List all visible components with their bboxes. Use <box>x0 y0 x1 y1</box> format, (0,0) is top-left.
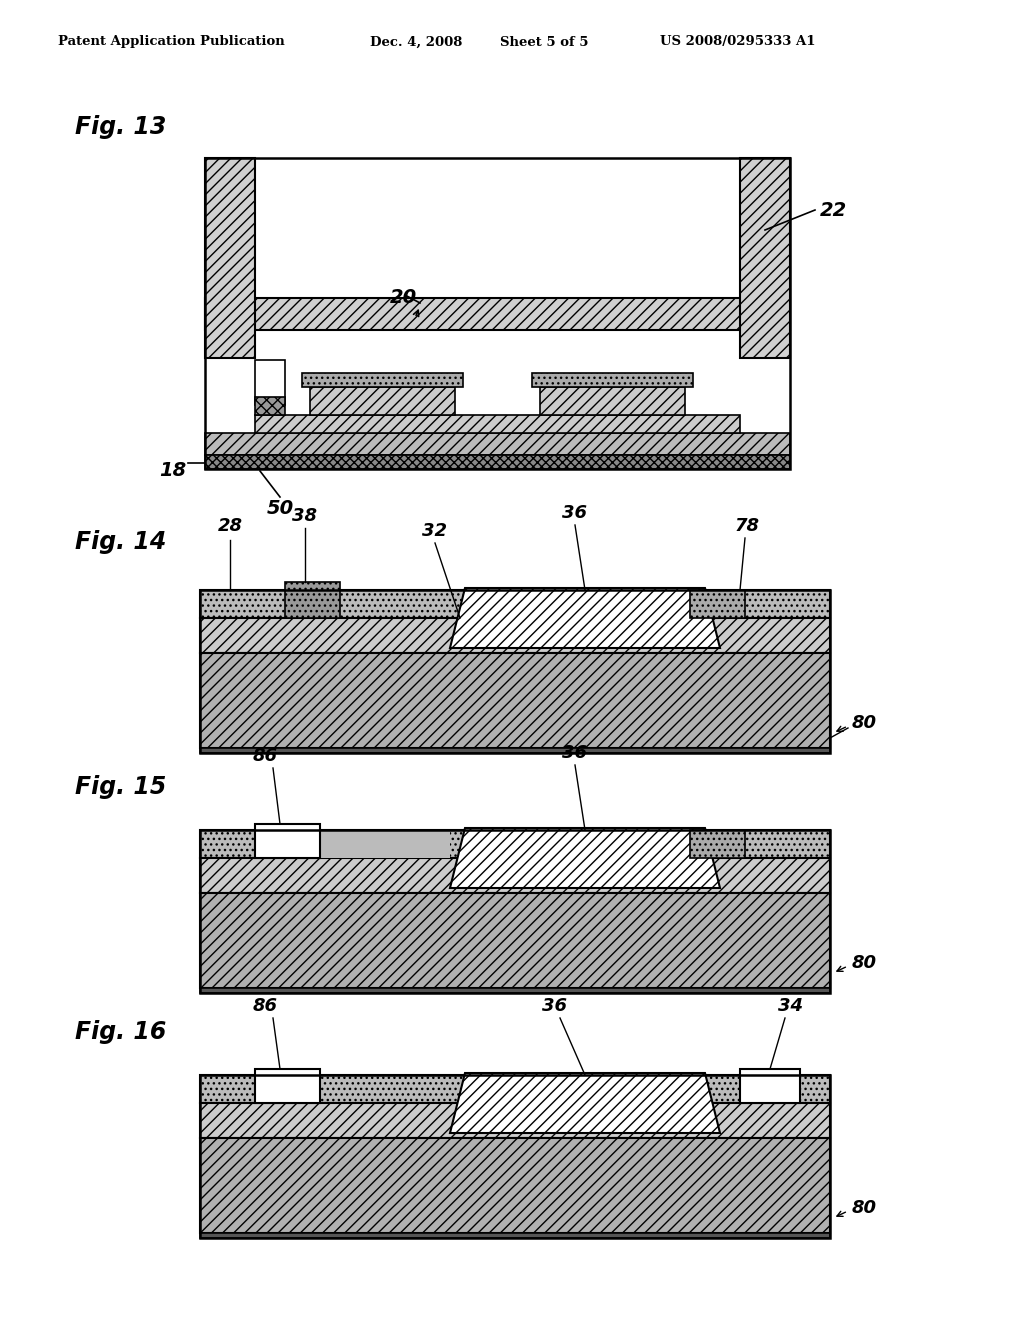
Bar <box>255 330 740 414</box>
Text: 86: 86 <box>253 747 278 766</box>
Bar <box>200 1104 830 1138</box>
Text: 36: 36 <box>562 744 588 762</box>
Bar <box>740 1069 800 1104</box>
Text: 80: 80 <box>852 714 877 733</box>
Bar <box>200 1233 830 1238</box>
Bar <box>205 158 255 358</box>
Text: 18: 18 <box>159 461 186 480</box>
Bar <box>200 618 830 653</box>
Bar <box>200 653 830 748</box>
Bar <box>532 374 693 387</box>
Text: US 2008/0295333 A1: US 2008/0295333 A1 <box>660 36 815 49</box>
Bar <box>205 158 790 469</box>
Polygon shape <box>450 1073 720 1133</box>
Bar <box>255 414 740 433</box>
Text: Fig. 16: Fig. 16 <box>75 1020 166 1044</box>
Bar <box>200 830 830 858</box>
Polygon shape <box>450 828 720 888</box>
Bar <box>200 830 830 993</box>
Text: Patent Application Publication: Patent Application Publication <box>58 36 285 49</box>
Bar <box>255 397 285 414</box>
Bar <box>690 830 745 858</box>
Bar <box>200 1074 830 1104</box>
Text: 36: 36 <box>562 504 588 521</box>
Text: Sheet 5 of 5: Sheet 5 of 5 <box>500 36 589 49</box>
Bar <box>205 455 790 469</box>
Text: 34: 34 <box>777 997 803 1015</box>
Text: 38: 38 <box>293 507 317 525</box>
Text: 22: 22 <box>820 201 847 219</box>
Bar <box>690 590 745 618</box>
Bar <box>310 387 455 414</box>
Text: 28: 28 <box>218 517 243 535</box>
Polygon shape <box>450 587 720 648</box>
Text: Fig. 14: Fig. 14 <box>75 531 166 554</box>
Text: 50: 50 <box>266 499 294 517</box>
Text: 20: 20 <box>390 288 417 308</box>
Text: 80: 80 <box>852 1199 877 1217</box>
Text: 78: 78 <box>735 517 760 535</box>
Bar <box>319 830 450 858</box>
Bar <box>205 433 790 455</box>
Bar <box>285 582 340 618</box>
Bar <box>255 824 319 858</box>
Bar <box>205 298 790 330</box>
Bar <box>200 858 830 894</box>
Text: Dec. 4, 2008: Dec. 4, 2008 <box>370 36 463 49</box>
Bar <box>200 590 830 752</box>
Bar <box>200 894 830 987</box>
Text: Fig. 13: Fig. 13 <box>75 115 166 139</box>
Bar <box>200 1138 830 1233</box>
Bar <box>200 987 830 993</box>
Text: 80: 80 <box>852 954 877 972</box>
Bar <box>200 748 830 752</box>
Text: Fig. 15: Fig. 15 <box>75 775 166 799</box>
Bar <box>540 387 685 414</box>
Bar <box>740 158 790 358</box>
Bar <box>302 374 463 387</box>
Bar <box>200 1074 830 1238</box>
Bar <box>255 360 285 405</box>
Text: 36: 36 <box>543 997 567 1015</box>
Text: 86: 86 <box>253 997 278 1015</box>
Bar <box>255 1069 319 1104</box>
Text: 32: 32 <box>423 521 447 540</box>
Bar <box>200 590 830 618</box>
